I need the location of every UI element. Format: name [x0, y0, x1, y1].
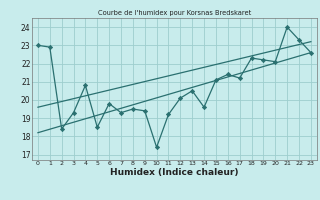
Title: Courbe de l'humidex pour Korsnas Bredskaret: Courbe de l'humidex pour Korsnas Bredska… [98, 10, 251, 16]
X-axis label: Humidex (Indice chaleur): Humidex (Indice chaleur) [110, 168, 239, 177]
